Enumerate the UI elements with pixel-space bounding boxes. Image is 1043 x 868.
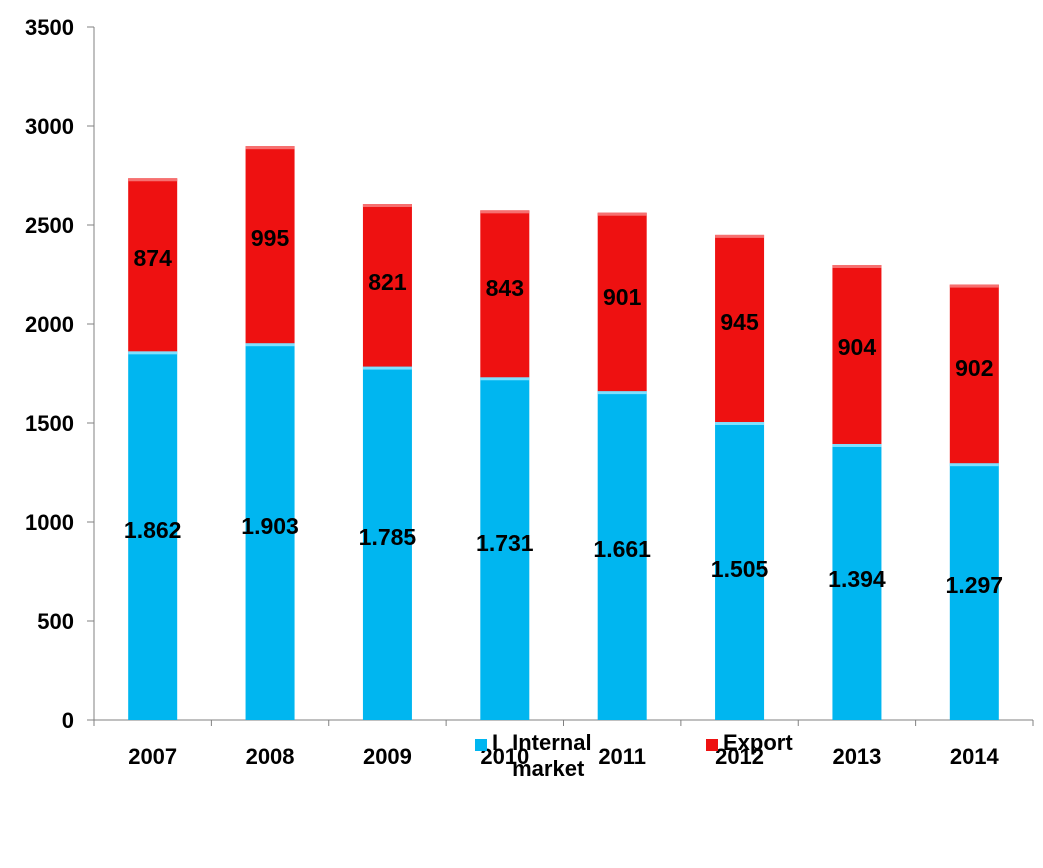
bar-highlight [949, 284, 999, 288]
data-label-export: 995 [251, 225, 290, 251]
bar-highlight [715, 234, 765, 238]
x-tick-label: 2014 [950, 744, 1000, 769]
x-tick-label: 2010 [480, 744, 529, 769]
bar-highlight [832, 443, 882, 447]
bar-highlight [832, 264, 882, 268]
bar-export [480, 210, 530, 378]
bar-internal-market [832, 443, 882, 720]
data-label-export: 874 [134, 245, 173, 271]
y-tick-label: 1000 [25, 510, 74, 535]
legend-swatch-export [706, 739, 718, 751]
legend: I Internal market Export [470, 730, 870, 860]
y-tick-label: 2500 [25, 213, 74, 238]
data-label-internal-market: 1.394 [828, 566, 886, 592]
bar-internal-market [245, 343, 295, 720]
y-tick-label: 3500 [25, 15, 74, 40]
y-tick-label: 2000 [25, 312, 74, 337]
x-tick-label: 2008 [246, 744, 295, 769]
bar-highlight [245, 343, 295, 347]
data-label-export: 945 [720, 309, 759, 335]
data-label-export: 843 [486, 275, 524, 301]
bar-highlight [362, 204, 412, 208]
bar-export [362, 204, 412, 367]
legend-item-internal-market: I Internal market [475, 730, 642, 782]
y-tick-label: 1500 [25, 411, 74, 436]
legend-label-export: Export [723, 730, 793, 755]
x-tick-label: 2012 [715, 744, 764, 769]
bar-export [949, 284, 999, 464]
y-tick-label: 0 [62, 708, 74, 733]
data-label-export: 901 [603, 284, 642, 310]
bar-highlight [362, 366, 412, 370]
data-label-internal-market: 1.785 [359, 524, 417, 550]
bar-internal-market [480, 377, 530, 720]
bar-internal-market [597, 391, 647, 720]
data-label-internal-market: 1.297 [946, 572, 1004, 598]
bar-internal-market [362, 366, 412, 720]
bar-internal-market [949, 463, 999, 720]
bar-highlight [715, 422, 765, 426]
legend-prefix: I [492, 730, 499, 755]
bar-highlight [480, 210, 530, 214]
bar-internal-market [128, 351, 178, 720]
bar-export [245, 146, 295, 344]
bar-internal-market [715, 422, 765, 720]
data-label-internal-market: 1.661 [593, 536, 651, 562]
bar-highlight [949, 463, 999, 467]
bar-highlight [245, 146, 295, 150]
data-label-export: 902 [955, 355, 993, 381]
legend-item-export: Export [706, 730, 793, 756]
bar-highlight [128, 178, 178, 182]
bar-export [715, 234, 765, 423]
bar-highlight [480, 377, 530, 381]
bar-export [128, 178, 178, 352]
data-label-export: 821 [368, 269, 407, 295]
bar-highlight [597, 212, 647, 216]
data-label-export: 904 [838, 334, 877, 360]
data-label-internal-market: 1.505 [711, 556, 769, 582]
data-label-internal-market: 1.903 [241, 513, 299, 539]
x-tick-label: 2013 [832, 744, 881, 769]
bar-export [832, 264, 882, 444]
bar-highlight [597, 391, 647, 395]
y-tick-label: 3000 [25, 114, 74, 139]
data-label-internal-market: 1.731 [476, 530, 534, 556]
legend-label-internal-market: Internal market [512, 730, 592, 781]
y-tick-label: 500 [37, 609, 74, 634]
bar-export [597, 212, 647, 392]
data-label-internal-market: 1.862 [124, 517, 182, 543]
bar-highlight [128, 351, 178, 355]
legend-swatch-internal-market [475, 739, 487, 751]
x-tick-label: 2011 [598, 744, 646, 769]
x-tick-label: 2007 [128, 744, 177, 769]
x-tick-label: 2009 [363, 744, 412, 769]
